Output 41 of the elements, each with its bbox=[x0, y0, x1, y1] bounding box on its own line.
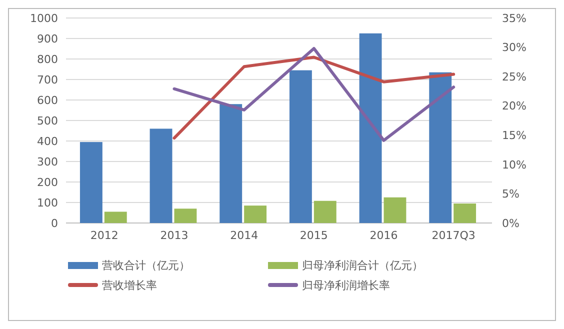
bar bbox=[429, 72, 452, 223]
bar bbox=[454, 204, 476, 223]
legend-label: 归母净利润合计（亿元） bbox=[302, 258, 423, 272]
legend-label: 营收合计（亿元） bbox=[102, 258, 190, 272]
y2-tick-label: 0% bbox=[502, 216, 520, 230]
y-tick-label: 100 bbox=[37, 196, 58, 210]
bar bbox=[314, 200, 336, 223]
y-tick-label: 1000 bbox=[30, 12, 58, 25]
y2-tick-label: 35% bbox=[502, 12, 526, 25]
bar bbox=[80, 142, 102, 223]
bar bbox=[150, 128, 172, 223]
x-tick-label: 2015 bbox=[300, 229, 328, 242]
legend-label: 营收增长率 bbox=[102, 278, 157, 292]
x-tick-label: 2012 bbox=[90, 229, 118, 242]
y-tick-label: 200 bbox=[37, 176, 58, 189]
bar bbox=[384, 197, 406, 223]
legend-label: 归母净利润增长率 bbox=[302, 278, 390, 292]
y2-tick-label: 25% bbox=[502, 70, 526, 84]
y2-tick-label: 20% bbox=[502, 100, 526, 113]
y2-tick-label: 30% bbox=[502, 41, 526, 54]
bar bbox=[174, 208, 197, 223]
x-tick-label: 2014 bbox=[230, 229, 258, 242]
bar bbox=[244, 206, 267, 223]
y-tick-label: 600 bbox=[37, 94, 58, 107]
y2-tick-label: 15% bbox=[502, 128, 526, 142]
y-tick-label: 400 bbox=[37, 134, 58, 148]
y2-tick-label: 5% bbox=[502, 188, 520, 201]
bar bbox=[104, 212, 127, 223]
bar bbox=[289, 70, 312, 223]
x-tick-label: 2013 bbox=[160, 229, 188, 242]
y-tick-label: 900 bbox=[37, 32, 58, 46]
bar bbox=[220, 104, 242, 223]
x-tick-label: 2016 bbox=[370, 229, 398, 242]
bar bbox=[359, 33, 382, 223]
y-tick-label: 700 bbox=[37, 73, 58, 86]
y-tick-label: 300 bbox=[37, 155, 58, 168]
x-tick-label: 2017Q3 bbox=[432, 229, 476, 242]
y2-tick-label: 10% bbox=[502, 158, 526, 172]
y-tick-label: 800 bbox=[37, 52, 58, 66]
y-tick-label: 500 bbox=[37, 114, 58, 128]
y-tick-label: 0 bbox=[51, 216, 58, 230]
